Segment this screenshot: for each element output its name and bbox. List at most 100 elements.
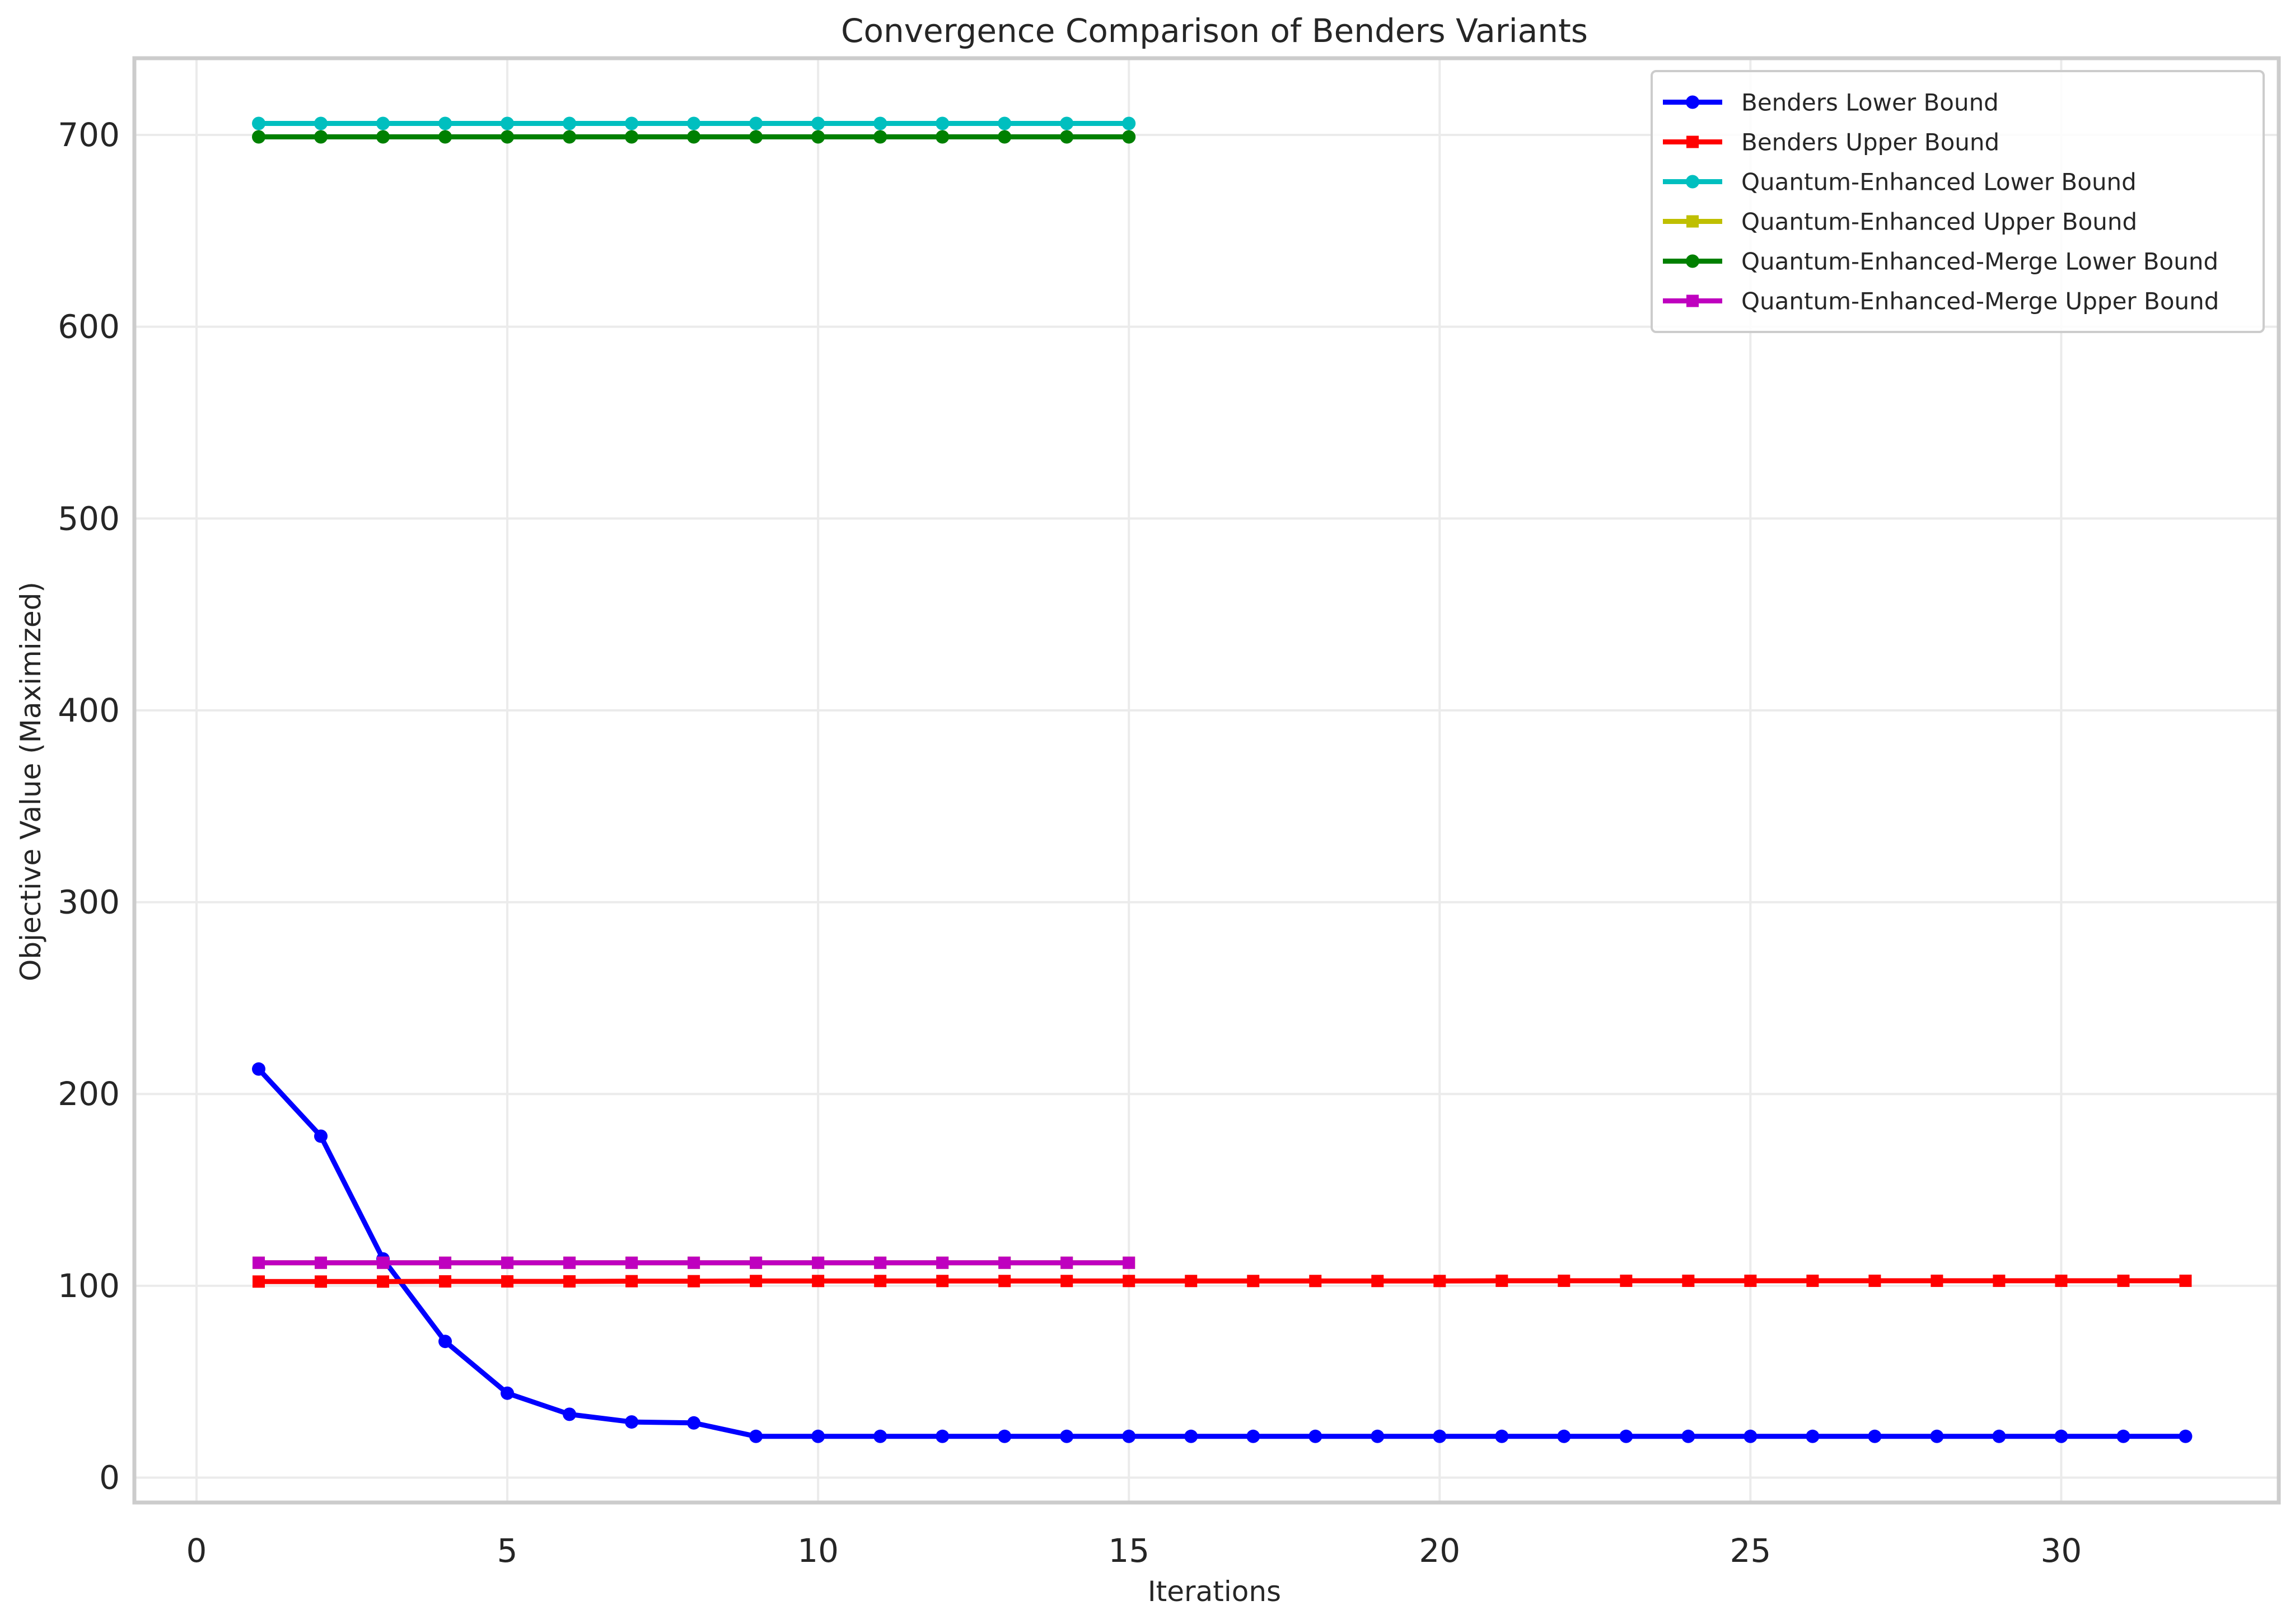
data-point	[998, 1429, 1012, 1443]
data-point	[1371, 1429, 1385, 1443]
data-point	[2179, 1274, 2192, 1287]
data-point	[873, 1429, 887, 1443]
data-point	[688, 1275, 700, 1288]
data-point	[438, 130, 452, 144]
data-point	[873, 116, 887, 130]
x-tick-label: 25	[1730, 1532, 1771, 1570]
data-point	[625, 130, 639, 144]
legend-box	[1651, 70, 2265, 333]
data-point	[687, 130, 701, 144]
data-point	[687, 116, 701, 130]
x-tick-label: 5	[497, 1532, 518, 1570]
data-point	[501, 116, 515, 130]
legend-label: Quantum-Enhanced-Merge Upper Bound	[1741, 288, 2219, 315]
data-point	[1681, 1429, 1695, 1443]
y-tick-label: 600	[58, 308, 120, 346]
data-point	[874, 1275, 887, 1288]
data-point	[376, 116, 390, 130]
grid	[134, 58, 2279, 1503]
legend-marker	[1686, 135, 1699, 148]
data-point	[1868, 1429, 1882, 1443]
plot-frame	[132, 56, 2281, 1505]
data-point	[811, 1429, 825, 1443]
legend-label: Benders Upper Bound	[1741, 129, 1999, 156]
data-point	[998, 130, 1012, 144]
y-axis-title: Objective Value (Maximized)	[15, 582, 47, 981]
data-point	[2055, 1274, 2068, 1287]
y-tick-label: 300	[58, 883, 120, 921]
data-point	[998, 1275, 1011, 1288]
data-point	[1060, 1429, 1074, 1443]
data-point	[439, 1256, 452, 1269]
data-point	[253, 1256, 265, 1269]
data-point	[1993, 1274, 2006, 1287]
legend-label: Benders Lower Bound	[1741, 89, 1999, 116]
data-point	[438, 116, 452, 130]
data-point	[936, 130, 950, 144]
legend-marker	[1686, 215, 1699, 228]
y-tick-label: 0	[99, 1458, 120, 1496]
data-point	[439, 1275, 452, 1288]
data-point	[1371, 1275, 1384, 1288]
data-point	[1806, 1274, 1819, 1287]
data-point	[1495, 1274, 1508, 1287]
data-point	[2054, 1429, 2068, 1443]
data-point	[314, 1129, 328, 1143]
data-point	[1246, 1429, 1260, 1443]
legend-label: Quantum-Enhanced Lower Bound	[1741, 169, 2137, 196]
data-point	[811, 116, 825, 130]
data-point	[1558, 1274, 1570, 1287]
data-point	[625, 116, 639, 130]
data-point	[252, 130, 266, 144]
data-point	[253, 1275, 265, 1288]
data-point	[377, 1256, 390, 1269]
data-point	[501, 130, 515, 144]
data-point	[1433, 1429, 1447, 1443]
data-point	[1060, 116, 1074, 130]
data-point	[1122, 116, 1136, 130]
data-point	[1557, 1429, 1571, 1443]
data-point	[1308, 1429, 1322, 1443]
data-point	[1060, 1275, 1073, 1288]
data-point	[936, 1429, 950, 1443]
data-point	[1682, 1274, 1695, 1287]
data-point	[998, 116, 1012, 130]
data-point	[688, 1256, 700, 1269]
data-point	[1247, 1275, 1260, 1288]
x-axis-title: Iterations	[1148, 1575, 1281, 1608]
legend-item: Quantum-Enhanced Upper Bound	[1663, 208, 2137, 236]
data-point	[1930, 1429, 1944, 1443]
data-point	[1620, 1274, 1633, 1287]
data-point	[2179, 1429, 2193, 1443]
y-tick-label: 100	[58, 1267, 120, 1305]
y-tick-label: 400	[58, 691, 120, 729]
legend-marker	[1686, 254, 1699, 268]
series-2	[253, 1274, 2192, 1288]
data-point	[1806, 1429, 1820, 1443]
data-point	[1744, 1274, 1757, 1287]
data-point	[625, 1275, 638, 1288]
data-point	[1060, 1256, 1073, 1269]
legend-item: Benders Upper Bound	[1663, 129, 1999, 156]
data-point	[687, 1416, 701, 1430]
data-point	[376, 130, 390, 144]
data-point	[1122, 1429, 1136, 1443]
data-point	[625, 1256, 638, 1269]
y-tick-label: 700	[58, 116, 120, 154]
data-point	[1184, 1429, 1198, 1443]
data-point	[563, 1407, 577, 1421]
data-point	[501, 1386, 515, 1400]
data-point	[1495, 1429, 1509, 1443]
legend-marker	[1686, 294, 1699, 307]
legend-marker	[1686, 175, 1699, 189]
data-point	[501, 1275, 514, 1288]
data-point	[252, 116, 266, 130]
y-tick-label: 500	[58, 499, 120, 537]
data-point	[874, 1256, 887, 1269]
data-point	[1619, 1429, 1633, 1443]
data-point	[1122, 130, 1136, 144]
data-point	[315, 1275, 328, 1288]
data-point	[812, 1275, 825, 1288]
data-point	[749, 116, 763, 130]
